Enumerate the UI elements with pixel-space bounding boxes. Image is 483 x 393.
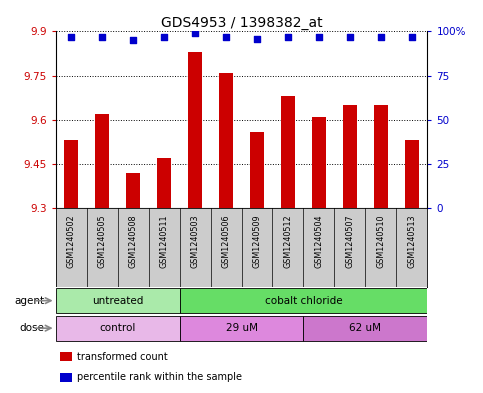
Text: control: control xyxy=(99,323,136,333)
Bar xyxy=(157,158,171,208)
Bar xyxy=(343,105,357,208)
Bar xyxy=(303,316,427,340)
Bar xyxy=(60,373,72,382)
Text: cobalt chloride: cobalt chloride xyxy=(265,296,342,306)
Text: agent: agent xyxy=(14,296,44,306)
Title: GDS4953 / 1398382_at: GDS4953 / 1398382_at xyxy=(161,17,322,30)
Text: 62 uM: 62 uM xyxy=(350,323,382,333)
Bar xyxy=(56,316,180,340)
Bar xyxy=(126,173,140,208)
Bar xyxy=(250,132,264,208)
Point xyxy=(408,33,416,40)
Text: dose: dose xyxy=(19,323,44,333)
Point xyxy=(98,33,106,40)
Bar xyxy=(374,105,388,208)
Text: GSM1240510: GSM1240510 xyxy=(376,215,385,268)
Text: GSM1240506: GSM1240506 xyxy=(222,215,230,268)
Bar xyxy=(95,114,109,208)
Point xyxy=(222,33,230,40)
Text: GSM1240508: GSM1240508 xyxy=(128,215,138,268)
Bar xyxy=(64,141,78,208)
Text: GSM1240505: GSM1240505 xyxy=(98,215,107,268)
Text: GSM1240503: GSM1240503 xyxy=(190,215,199,268)
Bar xyxy=(56,288,180,313)
Bar xyxy=(312,117,326,208)
Point xyxy=(377,33,385,40)
Bar xyxy=(180,316,303,340)
Bar xyxy=(281,96,295,208)
Bar xyxy=(188,52,202,208)
Text: untreated: untreated xyxy=(92,296,143,306)
Point xyxy=(284,33,292,40)
Text: 29 uM: 29 uM xyxy=(226,323,257,333)
Point xyxy=(160,33,168,40)
Point xyxy=(67,33,75,40)
Point xyxy=(315,33,323,40)
Bar xyxy=(405,141,419,208)
Text: GSM1240502: GSM1240502 xyxy=(67,215,75,268)
Text: GSM1240512: GSM1240512 xyxy=(284,215,293,268)
Bar xyxy=(60,352,72,361)
Text: transformed count: transformed count xyxy=(77,352,168,362)
Point xyxy=(129,37,137,44)
Text: percentile rank within the sample: percentile rank within the sample xyxy=(77,372,242,382)
Text: GSM1240511: GSM1240511 xyxy=(159,215,169,268)
Point xyxy=(253,35,261,42)
Bar xyxy=(219,73,233,208)
Text: GSM1240507: GSM1240507 xyxy=(345,215,355,268)
Text: GSM1240513: GSM1240513 xyxy=(408,215,416,268)
Point xyxy=(346,33,354,40)
Text: GSM1240504: GSM1240504 xyxy=(314,215,324,268)
Point xyxy=(191,30,199,36)
Bar xyxy=(180,288,427,313)
Text: GSM1240509: GSM1240509 xyxy=(253,215,261,268)
